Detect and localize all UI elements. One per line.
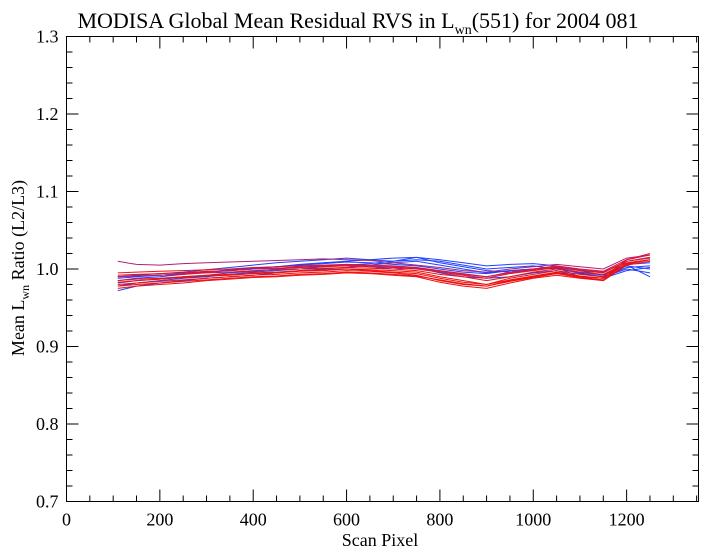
axis-ticks: 0 200 400 600 800 1000 1200 0.7 0.8 0.9 1.0 1.1 1.2 1…: [36, 27, 699, 530]
y-tick-label: 1.1: [36, 182, 59, 202]
series-line-10: [117, 260, 651, 289]
x-tick-label: 1000: [515, 510, 551, 530]
y-tick-label: 1.0: [36, 259, 59, 279]
series-line-13: [117, 259, 651, 287]
series-line-15: [117, 254, 651, 273]
y-tick-label: 0.9: [36, 337, 59, 357]
y-axis-label-prefix: Mean L: [8, 300, 28, 356]
chart-title: MODISA Global Mean Residual RVS in Lwn(5…: [77, 8, 638, 38]
series-line-9: [117, 259, 651, 282]
x-tick-label: 0: [62, 510, 71, 530]
chart-title-prefix: MODISA Global Mean Residual RVS in L: [77, 8, 454, 33]
x-axis-label: Scan Pixel: [342, 530, 419, 550]
series-line-7: [117, 256, 651, 287]
series-lines: [117, 253, 651, 292]
series-line-16: [117, 257, 651, 278]
series-line-11: [117, 256, 651, 279]
series-line-12: [117, 259, 651, 286]
x-tick-label: 600: [333, 510, 360, 530]
chart-title-subscript: wn: [455, 23, 472, 38]
x-tick-label: 1200: [609, 510, 645, 530]
series-line-8: [117, 254, 651, 286]
y-axis-label-subscript: wn: [18, 285, 32, 300]
x-tick-label: 400: [240, 510, 267, 530]
x-tick-label: 800: [426, 510, 453, 530]
y-tick-label: 1.2: [36, 104, 59, 124]
chart-title-suffix: (551) for 2004 081: [472, 8, 639, 33]
series-line-14: [117, 253, 651, 278]
y-tick-label: 0.7: [36, 492, 59, 512]
y-tick-label: 1.3: [36, 27, 59, 47]
y-axis-label-suffix: Ratio (L2/L3): [8, 180, 29, 285]
y-axis-label: Mean Lwn Ratio (L2/L3): [8, 180, 32, 356]
x-tick-label: 200: [146, 510, 173, 530]
y-tick-label: 0.8: [36, 414, 59, 434]
